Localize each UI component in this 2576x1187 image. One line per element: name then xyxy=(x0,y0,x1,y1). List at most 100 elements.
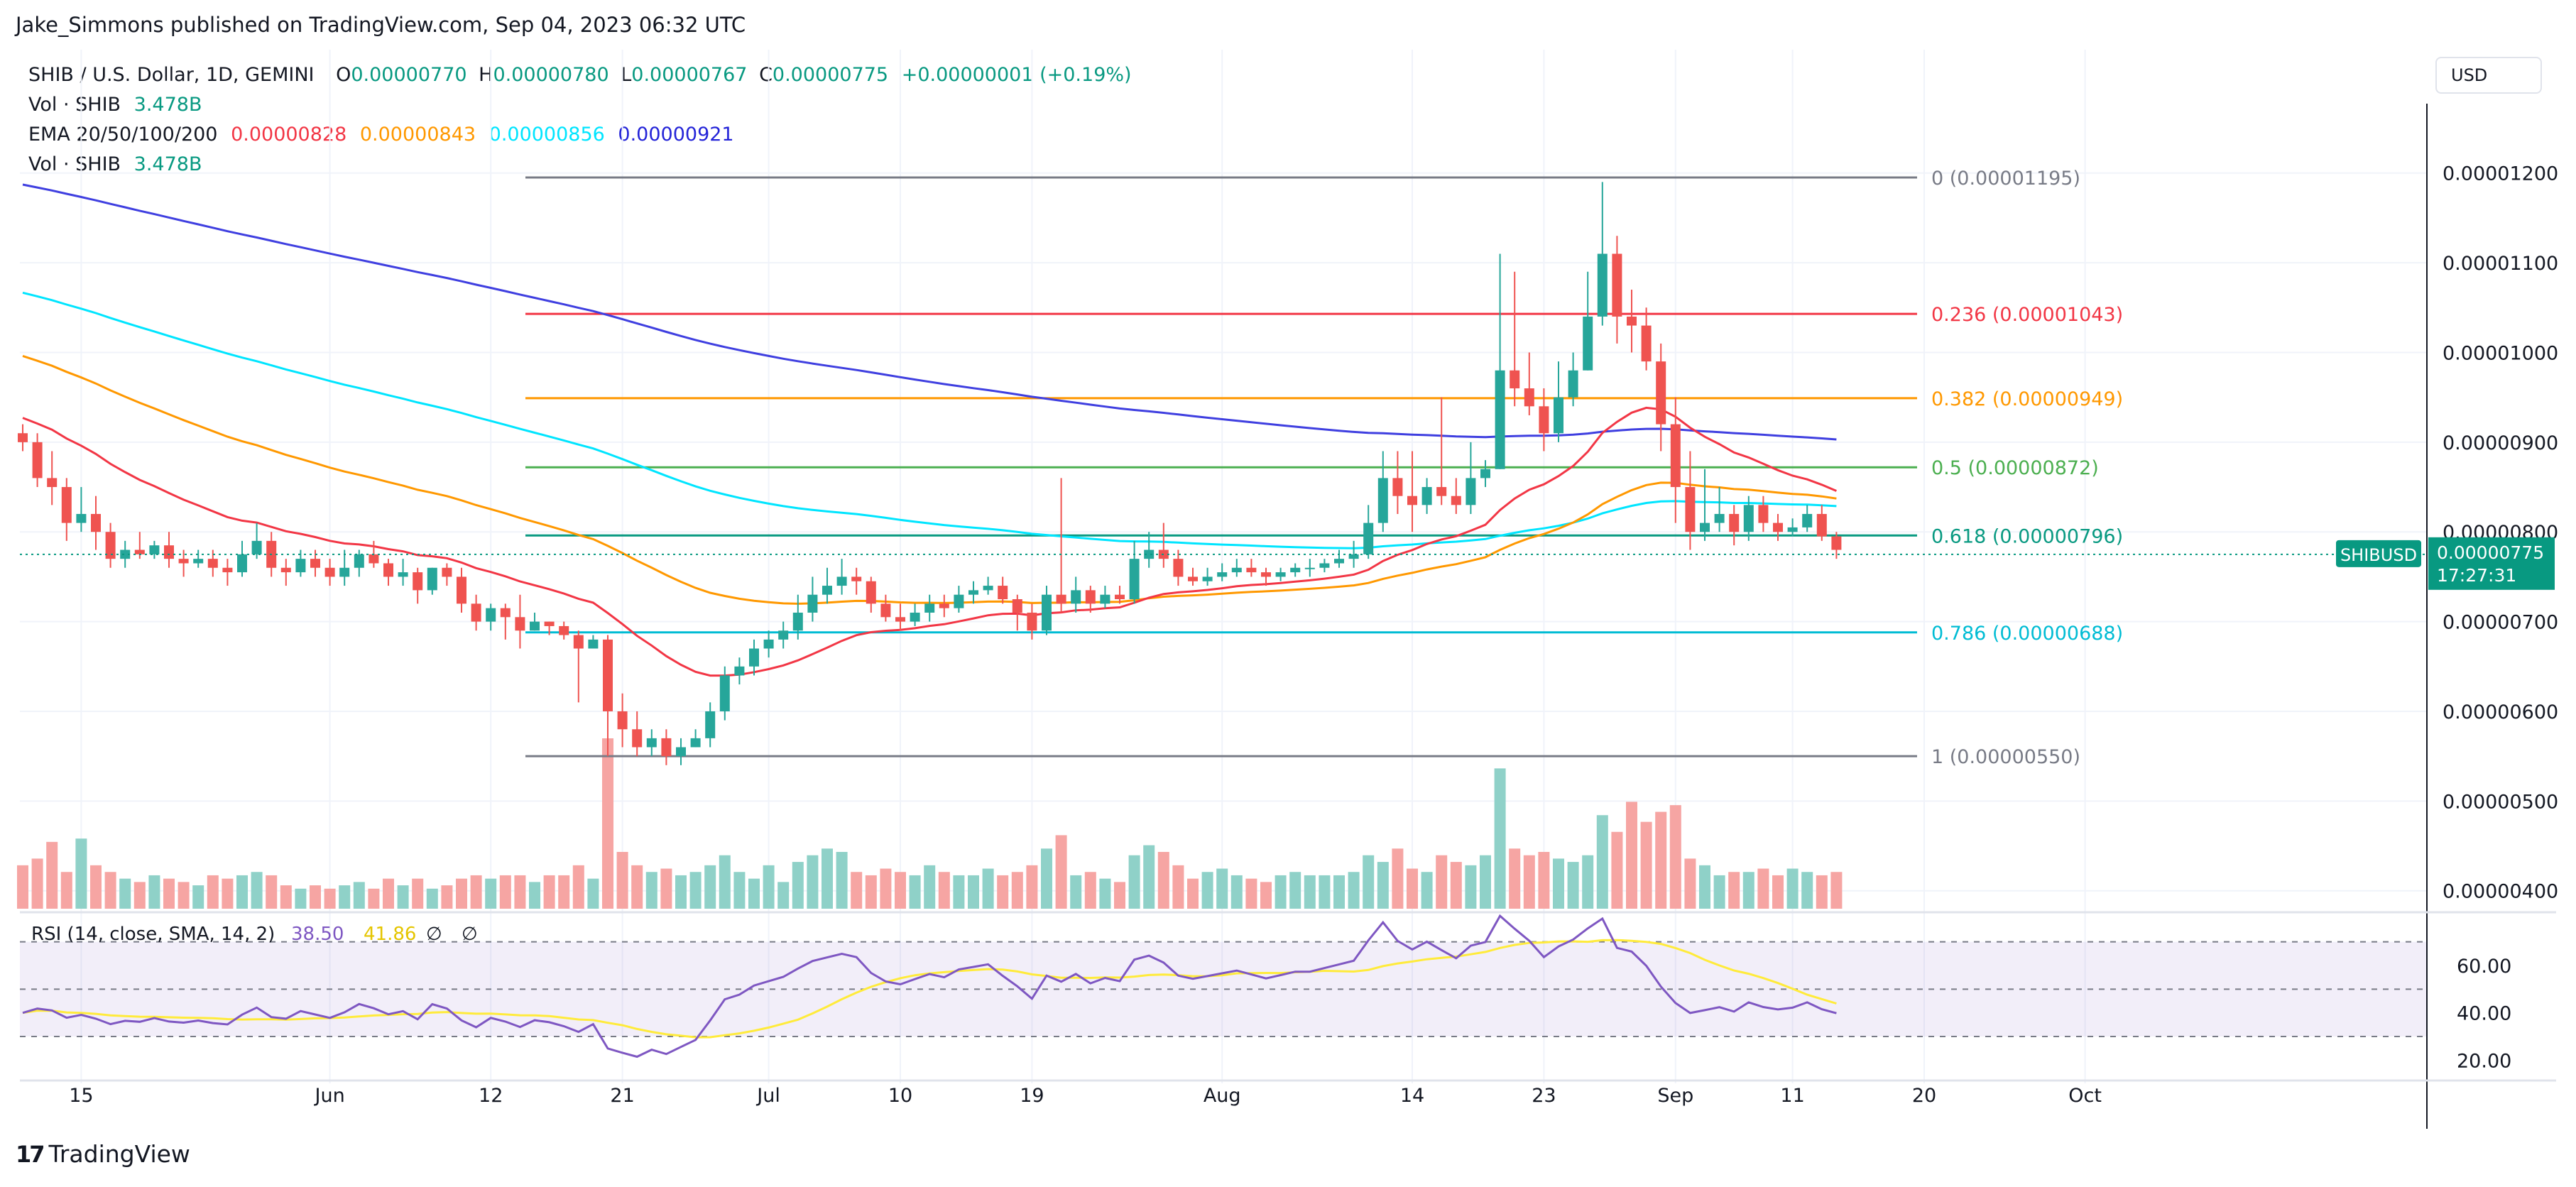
candle-body xyxy=(646,738,657,748)
candle-body xyxy=(1583,316,1593,371)
ema100-line xyxy=(22,291,1837,549)
rsi-pane[interactable]: RSI (14, close, SMA, 14, 2) 38.50 41.86 ∅ ∅ xyxy=(20,914,2427,1059)
volume-bar xyxy=(807,855,819,909)
price-tick-label: 0.00001200 xyxy=(2443,163,2558,185)
volume-bar xyxy=(1640,821,1652,909)
fib-level-label: 0.382 (0.00000949) xyxy=(1931,388,2123,410)
high-value: 0.00000780 xyxy=(493,64,609,86)
volume-bar xyxy=(119,878,131,909)
volume-bar xyxy=(880,868,892,909)
date-tick-label: Jul xyxy=(755,1085,780,1107)
candle-body xyxy=(207,559,218,568)
candle-body xyxy=(573,635,584,649)
volume-bar xyxy=(924,865,936,909)
tradingview-brand[interactable]: 17 TradingView xyxy=(16,1140,190,1168)
candle-body xyxy=(1670,424,1681,488)
price-tick-label: 0.00000700 xyxy=(2443,612,2558,634)
candle-body xyxy=(515,617,525,631)
volume-bar xyxy=(645,872,657,909)
rsi-value: 38.50 xyxy=(291,924,344,945)
candle-body xyxy=(500,608,511,618)
volume-bar xyxy=(251,872,263,909)
candle-body xyxy=(1597,253,1608,317)
candle-body xyxy=(1056,594,1066,604)
candle-body xyxy=(1787,527,1798,532)
candle-body xyxy=(1480,469,1490,478)
volume-bar xyxy=(1553,858,1564,909)
candle-body xyxy=(588,639,599,649)
candle-body xyxy=(1714,513,1725,523)
volume-bar xyxy=(602,738,613,909)
volume-bar xyxy=(1611,831,1623,909)
chart-legend: SHIB / U.S. Dollar, 1D, GEMINI O 0.000007… xyxy=(28,60,1132,180)
volume-bar xyxy=(295,888,307,909)
fib-level-label: 0.5 (0.00000872) xyxy=(1931,457,2099,479)
volume-legend-row[interactable]: Vol · SHIB 3.478B xyxy=(28,90,1132,120)
volume-bar xyxy=(1333,875,1345,909)
ema-legend-row[interactable]: EMA 20/50/100/200 0.00000828 0.00000843 … xyxy=(28,120,1132,150)
volume-bar xyxy=(1026,865,1038,909)
price-tick-label: 0.00001100 xyxy=(2443,253,2558,275)
volume-bar xyxy=(456,878,467,909)
date-tick-label: Sep xyxy=(1657,1085,1693,1107)
candle-body xyxy=(792,612,803,631)
candle-body xyxy=(1831,536,1842,550)
volume-bar xyxy=(1114,882,1125,909)
date-tick-label: 20 xyxy=(1912,1085,1936,1107)
volume-bar xyxy=(310,885,321,909)
volume-bar xyxy=(660,868,672,909)
date-tick-label: Jun xyxy=(314,1085,345,1107)
volume-bar xyxy=(1187,878,1199,909)
volume-bar xyxy=(1465,865,1477,909)
volume-bar xyxy=(1684,858,1696,909)
candle-body xyxy=(763,639,774,649)
date-tick-label: 10 xyxy=(888,1085,912,1107)
volume-bar xyxy=(1626,802,1637,909)
volume-bar xyxy=(222,878,234,909)
candle-body xyxy=(719,675,730,711)
candle-body xyxy=(676,747,686,757)
candle-body xyxy=(1729,513,1740,532)
candle-body xyxy=(310,559,320,568)
volume-bar xyxy=(1596,815,1608,909)
candle-body xyxy=(1129,559,1140,600)
candle-body xyxy=(705,711,716,738)
volume-bar xyxy=(353,882,365,909)
volume-bar xyxy=(1172,865,1184,909)
candle-body xyxy=(968,590,978,595)
volume-bar xyxy=(982,868,994,909)
candle-body xyxy=(339,567,350,577)
volume-bar xyxy=(1070,875,1082,909)
volume-bar xyxy=(587,878,599,909)
fib-level-label: 1 (0.00000550) xyxy=(1931,746,2080,768)
last-price-badge xyxy=(2428,537,2555,590)
volume-bar xyxy=(851,872,863,909)
candle-body xyxy=(1027,612,1037,631)
volume-bar xyxy=(1275,875,1287,909)
candle-body xyxy=(1495,370,1505,469)
open-key: O xyxy=(336,64,351,86)
symbol-badge-label: SHIBUSD xyxy=(2340,545,2417,565)
volume-bar xyxy=(792,862,804,909)
candle-body xyxy=(1042,594,1052,631)
rsi-sma-value: 41.86 xyxy=(364,924,416,945)
volume-bar xyxy=(1538,852,1550,909)
candle-body xyxy=(544,621,555,626)
candle-body xyxy=(1568,370,1578,398)
currency-button[interactable]: USD xyxy=(2435,57,2542,94)
candle-body xyxy=(354,554,364,568)
tradingview-logo-icon: 17 xyxy=(16,1140,45,1168)
volume-bar xyxy=(1421,872,1433,909)
volume-bar xyxy=(1494,768,1506,909)
volume-bar xyxy=(485,878,497,909)
symbol-title[interactable]: SHIB / U.S. Dollar, 1D, GEMINI xyxy=(28,64,315,86)
candle-body xyxy=(91,513,101,532)
volume-bar xyxy=(836,852,848,909)
date-tick-label: 11 xyxy=(1780,1085,1804,1107)
price-tick-label: 0.00001000 xyxy=(2443,342,2558,364)
fibonacci-retracement[interactable]: 0 (0.00001195) 0.236 (0.00001043) 0.382 (0… xyxy=(525,168,2123,768)
volume2-legend-row[interactable]: Vol · SHIB 3.478B xyxy=(28,150,1132,180)
candle-body xyxy=(632,729,643,748)
volume-bar xyxy=(733,872,746,909)
